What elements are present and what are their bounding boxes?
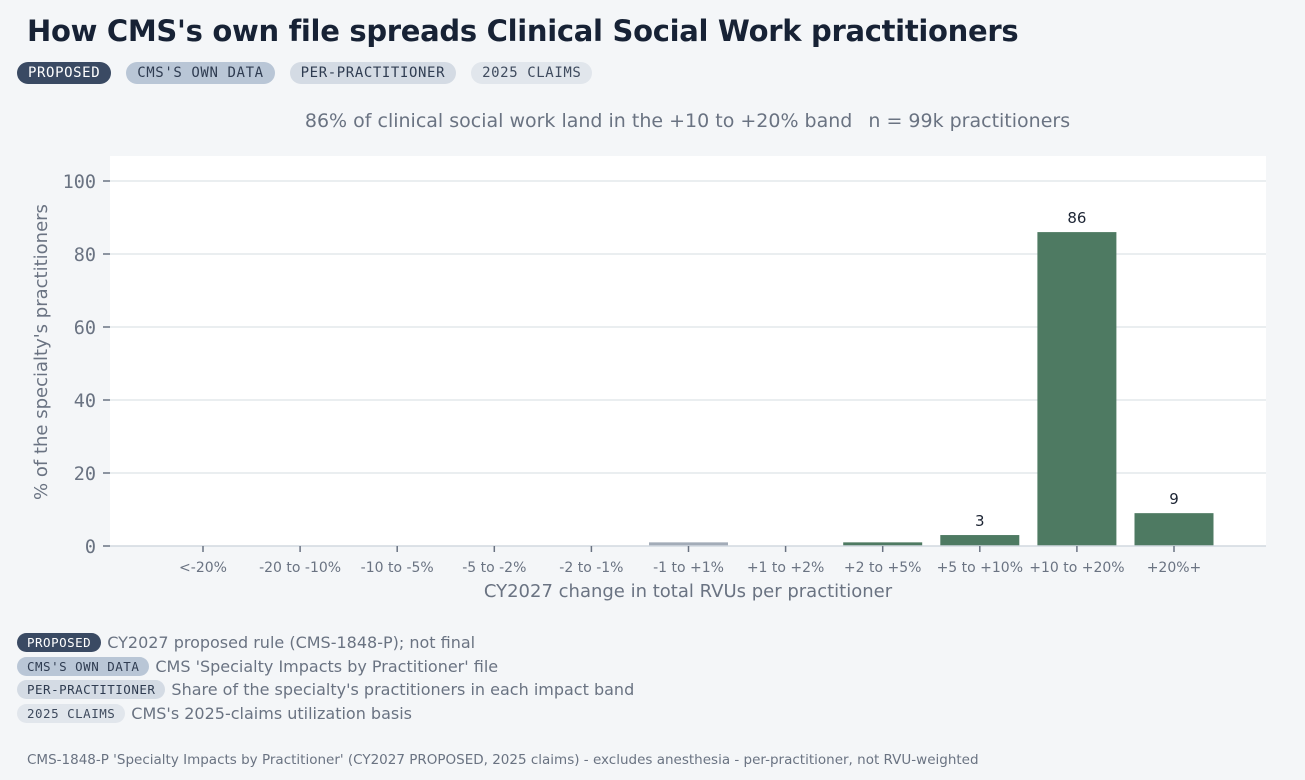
x-tick-label: -5 to -2% (462, 560, 526, 576)
x-tick-label: -10 to -5% (361, 560, 434, 576)
y-tick-label: 40 (74, 391, 96, 412)
x-tick-label: <-20% (179, 560, 227, 576)
legend-item: PER-PRACTITIONER Share of the specialty'… (17, 678, 634, 702)
legend-item: 2025 CLAIMS CMS's 2025-claims utilizatio… (17, 702, 634, 726)
data-label: 9 (1169, 490, 1179, 508)
data-label: 3 (975, 512, 985, 530)
tag-per-practitioner: PER-PRACTITIONER (289, 62, 457, 84)
legend-text: CY2027 proposed rule (CMS-1848-P); not f… (107, 633, 476, 653)
bar (940, 535, 1020, 546)
bar (649, 542, 728, 546)
y-tick-label: 100 (63, 172, 96, 193)
subtitle-n: n = 99k practitioners (868, 110, 1071, 132)
legend-tag-2025-claims: 2025 CLAIMS (17, 703, 126, 723)
data-label: 86 (1067, 209, 1086, 227)
legend: PROPOSED CY2027 proposed rule (CMS-1848-… (17, 631, 634, 725)
y-tick-label: 80 (74, 245, 96, 266)
bar (843, 542, 923, 546)
legend-tag-proposed: PROPOSED (17, 633, 102, 653)
x-axis: <-20% -20 to -10% -10 to -5% -5 to -2% -2 to… (179, 546, 1201, 576)
y-axis-label: % of the specialty's practitioners (31, 204, 52, 500)
source-footer: CMS-1848-P 'Specialty Impacts by Practit… (27, 752, 979, 768)
x-tick-label: +20%+ (1147, 560, 1202, 576)
x-tick-label: -2 to -1% (559, 560, 623, 576)
legend-text: CMS 'Specialty Impacts by Practitioner' … (155, 656, 499, 676)
legend-item: PROPOSED CY2027 proposed rule (CMS-1848-… (17, 631, 634, 655)
x-tick-label: -1 to +1% (653, 560, 724, 576)
tag-row: PROPOSED CMS'S OWN DATA PER-PRACTITIONER… (17, 62, 593, 84)
bar-chart: 3 86 9 0 20 40 60 80 100 <-20% -20 to -10% -10 to… (31, 156, 1266, 602)
x-tick-label: -20 to -10% (259, 560, 341, 576)
tag-cms-own-data: CMS'S OWN DATA (126, 62, 275, 84)
subtitle-main: 86% of clinical social work land in the … (304, 110, 853, 132)
x-axis-label: CY2027 change in total RVUs per practiti… (484, 581, 893, 602)
bars: 3 86 9 (649, 209, 1214, 546)
legend-tag-per-practitioner: PER-PRACTITIONER (17, 680, 166, 700)
y-tick-label: 0 (85, 537, 96, 558)
legend-text: CMS's 2025-claims utilization basis (131, 703, 413, 723)
x-tick-label: +10 to +20% (1029, 560, 1124, 576)
x-tick-label: +2 to +5% (844, 560, 922, 576)
page-title: How CMS's own file spreads Clinical Soci… (27, 14, 1019, 48)
legend-item: CMS'S OWN DATA CMS 'Specialty Impacts by… (17, 655, 634, 679)
tag-2025-claims: 2025 CLAIMS (471, 62, 593, 84)
tag-proposed: PROPOSED (17, 62, 112, 84)
bar (1134, 513, 1214, 546)
x-tick-label: +1 to +2% (747, 560, 825, 576)
bar (1037, 232, 1117, 546)
legend-text: Share of the specialty's practitioners i… (171, 680, 635, 700)
legend-tag-cms-own-data: CMS'S OWN DATA (17, 656, 150, 676)
y-tick-label: 60 (74, 318, 96, 339)
chart-subtitle: 86% of clinical social work land in the … (0, 110, 1305, 132)
y-tick-label: 20 (74, 464, 96, 485)
x-tick-label: +5 to +10% (937, 560, 1023, 576)
